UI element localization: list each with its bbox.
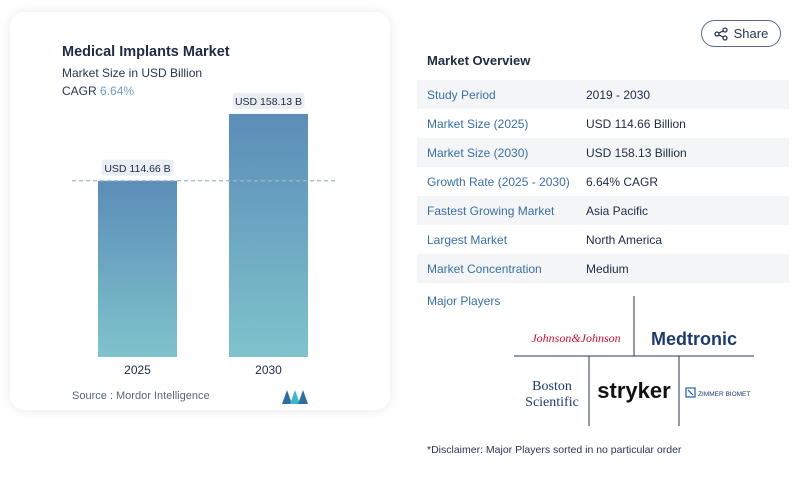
- overview-title: Market Overview: [427, 53, 531, 68]
- chart-title: Medical Implants Market: [62, 44, 230, 60]
- share-icon: [713, 26, 728, 41]
- bar-2030: [229, 113, 308, 357]
- share-label: Share: [733, 26, 769, 41]
- major-players-logos: Johnson&Johnson Medtronic Boston Scienti…: [514, 296, 754, 426]
- overview-row-value: Asia Pacific: [586, 203, 649, 218]
- source-text: Source : Mordor Intelligence: [72, 390, 210, 402]
- medtronic-logo: Medtronic: [651, 329, 737, 349]
- overview-table: Study Period 2019 - 2030 Market Size (2025…: [417, 80, 789, 283]
- overview-row: Market Size (2025) USD 114.66 Billion: [417, 109, 789, 138]
- overview-row-label: Market Size (2025): [427, 116, 529, 131]
- cagr-value: 6.64%: [100, 84, 135, 98]
- overview-row-label: Fastest Growing Market: [427, 203, 555, 218]
- data-label: USD 114.66 B: [104, 163, 170, 175]
- chart-card: [10, 12, 390, 410]
- overview-row-label: Largest Market: [427, 232, 508, 247]
- overview-row: Market Concentration Medium: [417, 254, 789, 283]
- overview-row-value: North America: [586, 232, 663, 247]
- overview-row: Growth Rate (2025 - 2030) 6.64% CAGR: [417, 167, 789, 196]
- overview-row-label: Study Period: [427, 87, 496, 102]
- data-label: USD 158.13 B: [235, 96, 302, 108]
- data-label-bg: [232, 92, 305, 109]
- bar-2025: [98, 180, 177, 357]
- stryker-logo: stryker: [597, 378, 671, 403]
- disclaimer: *Disclaimer: Major Players sorted in no …: [427, 444, 682, 456]
- overview-row-value: USD 158.13 Billion: [586, 145, 687, 160]
- overview-row-label: Market Size (2030): [427, 145, 529, 160]
- cagr-label: CAGR: [62, 84, 97, 98]
- overview-row: Market Size (2030) USD 158.13 Billion: [417, 138, 789, 167]
- major-players-title: Major Players: [427, 294, 501, 308]
- x-tick-label: 2030: [255, 363, 282, 377]
- johnson-johnson-logo: Johnson&Johnson: [531, 331, 620, 345]
- boston-scientific-logo-line2: Scientific: [525, 395, 579, 410]
- overview-row: Study Period 2019 - 2030: [417, 80, 789, 109]
- zimmer-biomet-icon: [685, 387, 696, 398]
- overview-row-value: Medium: [586, 261, 629, 276]
- boston-scientific-logo-line1: Boston: [532, 379, 572, 394]
- zimmer-biomet-logo: ZIMMER BIOMET: [698, 391, 750, 398]
- overview-row-value: 6.64% CAGR: [586, 174, 659, 189]
- cagr-line: CAGR 6.64%: [62, 84, 134, 98]
- overview-row-label: Growth Rate (2025 - 2030): [427, 174, 570, 189]
- share-button[interactable]: Share: [701, 20, 781, 47]
- overview-row: Fastest Growing Market Asia Pacific: [417, 196, 789, 225]
- x-tick-label: 2025: [124, 363, 151, 377]
- overview-row: Largest Market North America: [417, 225, 789, 254]
- chart-subtitle: Market Size in USD Billion: [62, 66, 203, 80]
- overview-row-value: USD 114.66 Billion: [586, 116, 686, 131]
- mordor-intelligence-logo: [282, 390, 308, 404]
- overview-row-label: Market Concentration: [427, 261, 542, 276]
- overview-row-value: 2019 - 2030: [586, 87, 651, 102]
- data-label-bg: [101, 159, 174, 176]
- bar-chart: USD 114.66 B 2025 USD 158.13 B 2030: [72, 92, 338, 377]
